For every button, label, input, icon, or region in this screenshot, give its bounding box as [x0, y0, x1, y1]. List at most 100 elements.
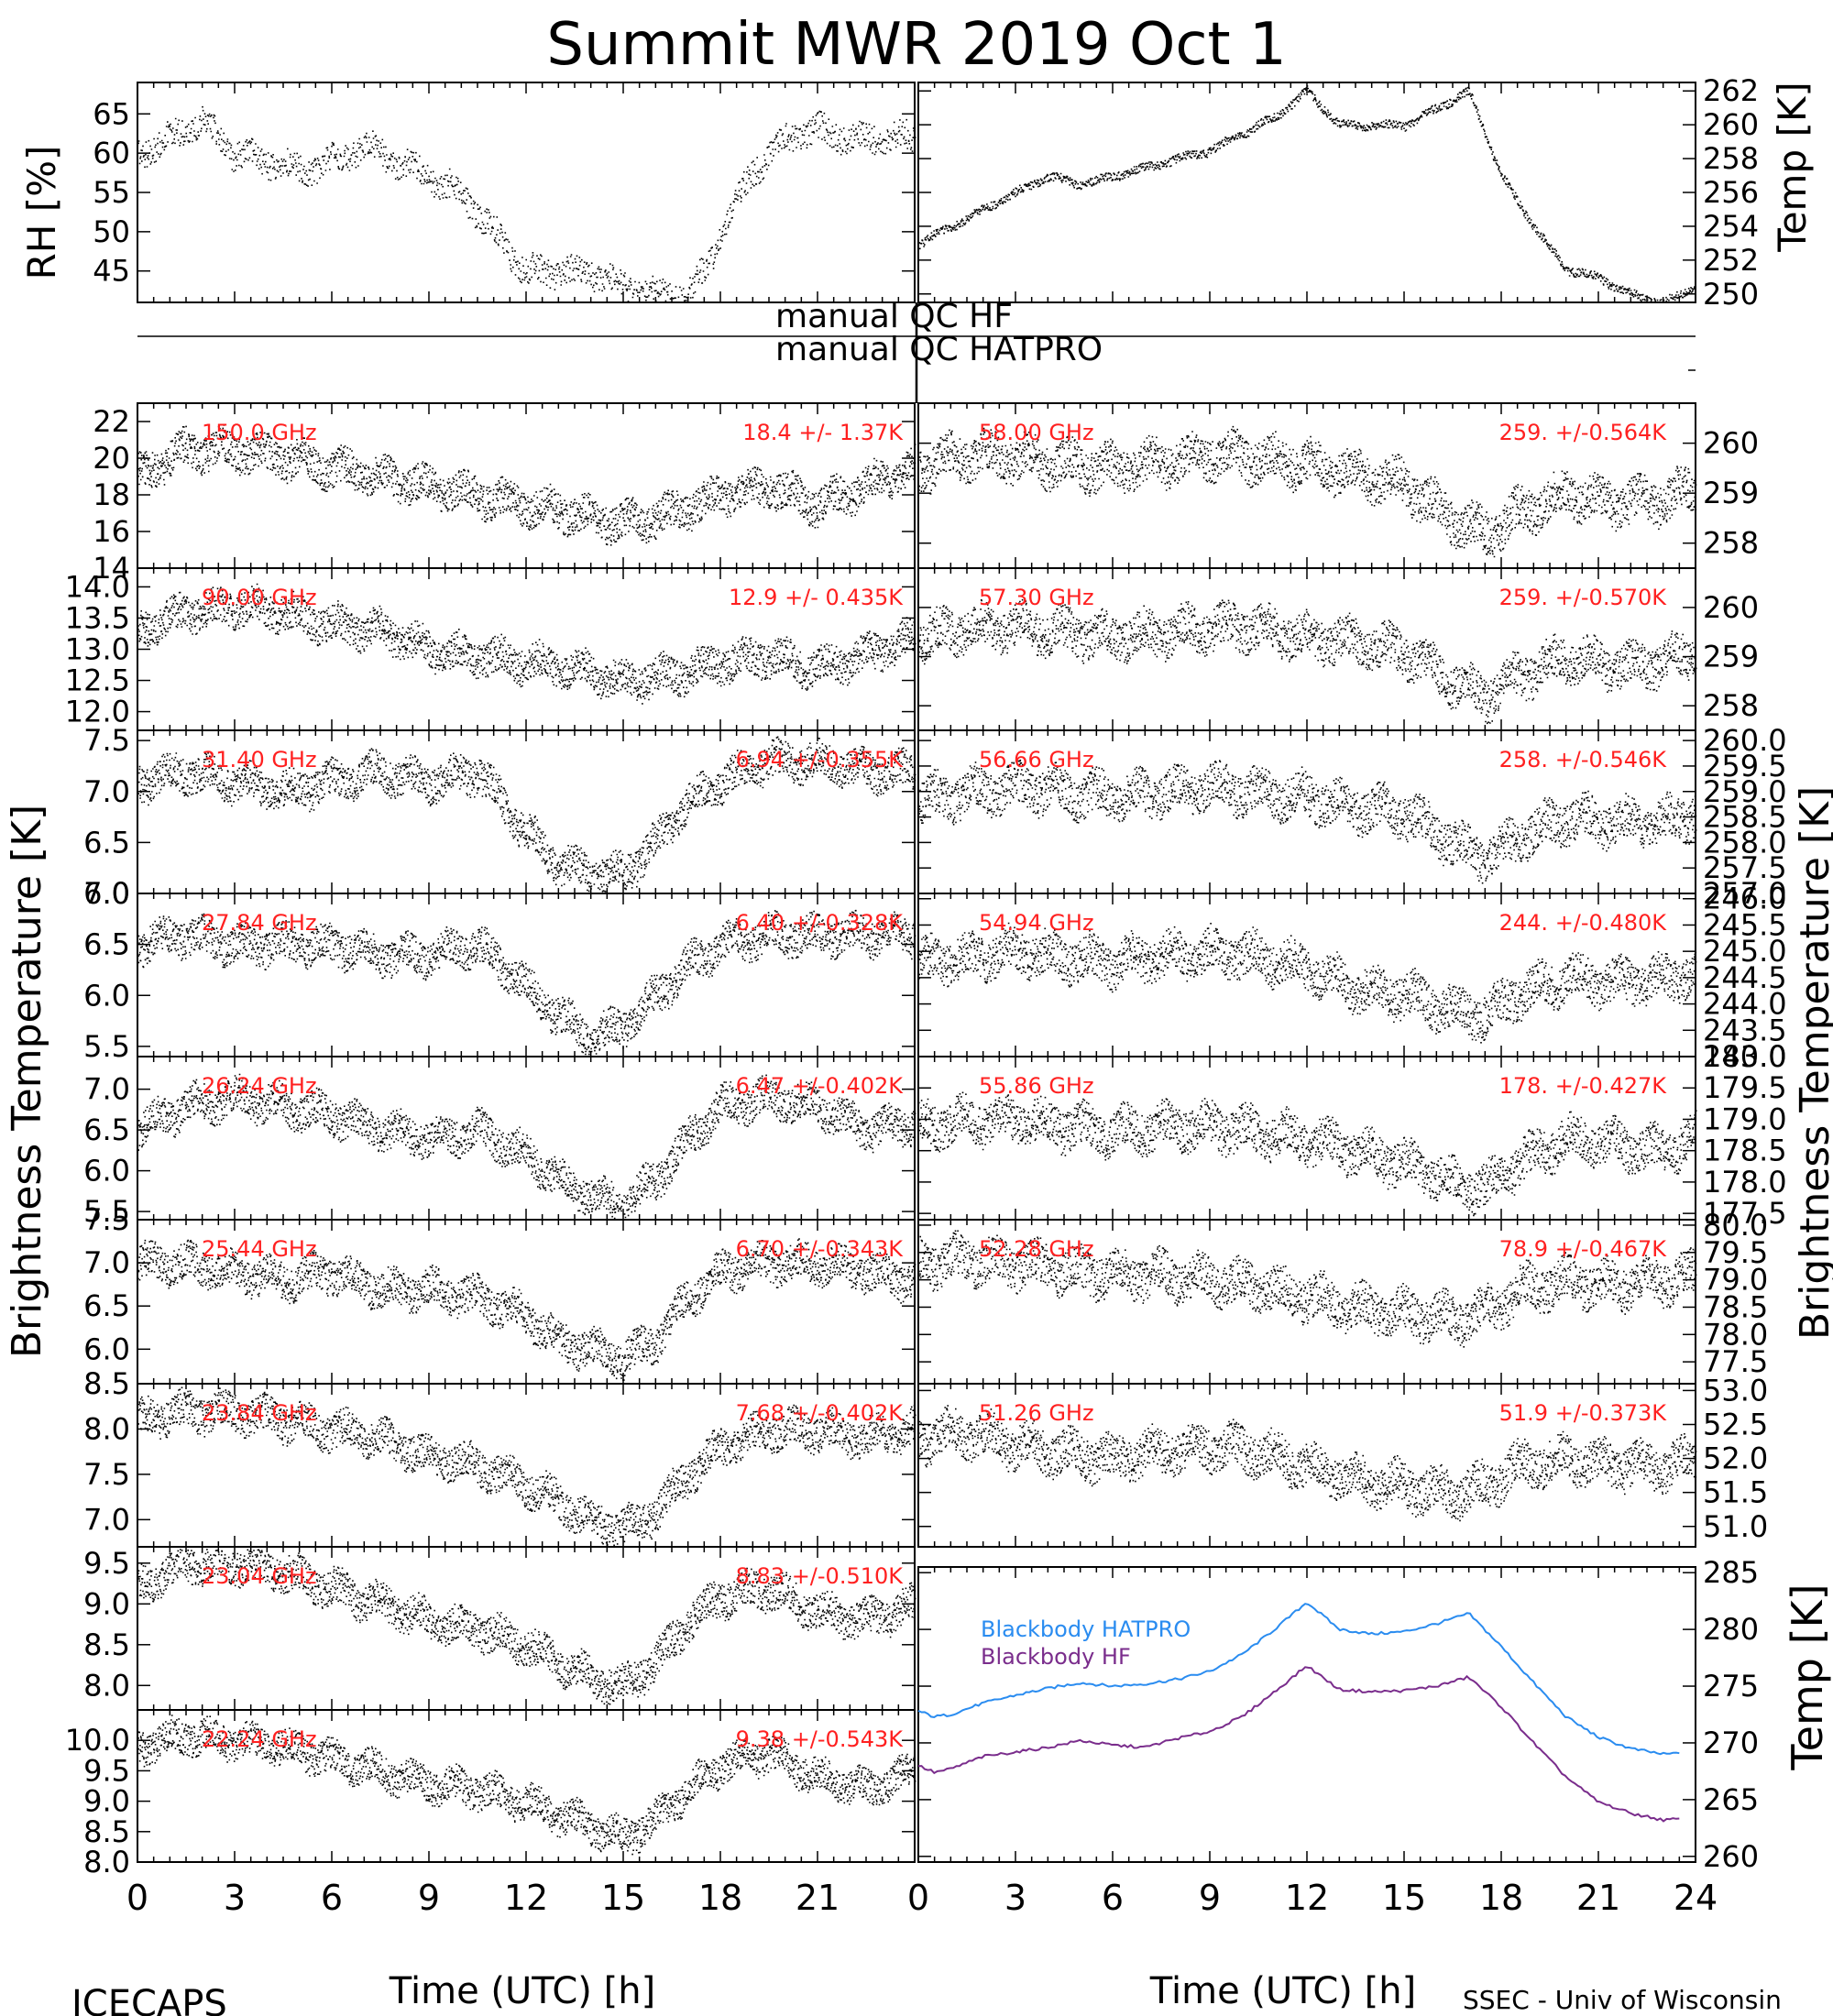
- panel-left-ch-0: [137, 402, 916, 569]
- channel-frequency-label: 51.26 GHz: [979, 1400, 1094, 1426]
- y-tick-label: 6.5: [83, 825, 130, 860]
- channel-points: [918, 1405, 1697, 1522]
- channel-stat-label: 258. +/-0.546K: [1499, 747, 1668, 772]
- panel-temp: [917, 82, 1696, 303]
- y-tick-label: 243.0: [1703, 1039, 1787, 1074]
- panel-blackbody: [917, 1566, 1696, 1863]
- y-tick-label: 258: [1703, 141, 1759, 176]
- y-tick-label: 280: [1703, 1612, 1759, 1647]
- y-tick-label: 5.5: [83, 1194, 130, 1229]
- y-tick-label: 79.0: [1703, 1263, 1768, 1298]
- y-tick-label: 78.5: [1703, 1289, 1768, 1324]
- y-tick-label: 7.0: [83, 1502, 130, 1537]
- y-tick-label: 10.0: [65, 1723, 130, 1758]
- y-tick-label: 6.5: [83, 927, 130, 962]
- panel-left-ch-8: [137, 1709, 916, 1863]
- y-tick-label: 258: [1703, 688, 1759, 723]
- y-tick-label: 9.5: [83, 1753, 130, 1788]
- y-tick-label: 12.0: [65, 695, 130, 729]
- x-tick-label: 6: [321, 1878, 343, 1918]
- y-tick-label: 9.0: [83, 1586, 130, 1621]
- y-tick-label: 52.0: [1703, 1441, 1768, 1476]
- y-tick-label: 22: [93, 404, 130, 439]
- y-tick-label: 45: [93, 254, 130, 289]
- y-tick-label: 8.0: [83, 1845, 130, 1879]
- channel-frequency-label: 90.00 GHz: [202, 585, 317, 610]
- y-tick-label: 5.5: [83, 1029, 130, 1064]
- channel-frequency-label: 26.24 GHz: [202, 1073, 317, 1099]
- y-tick-label: 50: [93, 214, 130, 249]
- panel-frame: [137, 82, 916, 303]
- y-tick-label: 256: [1703, 175, 1759, 210]
- y-tick-label: 6.0: [83, 1331, 130, 1366]
- x-tick-label: 12: [1285, 1878, 1329, 1918]
- x-tick-label: 3: [224, 1878, 246, 1918]
- channel-stat-label: 259. +/-0.570K: [1499, 585, 1668, 610]
- channel-stat-label: 7.68 +/-0.402K: [736, 1400, 905, 1426]
- panel-frame: [917, 1566, 1696, 1863]
- y-tick-label: 245.5: [1703, 907, 1787, 942]
- channel-frequency-label: 27.84 GHz: [202, 910, 317, 936]
- qc-label-hf: manual QC HF: [775, 298, 1013, 335]
- blackbody-series-line: [917, 1603, 1680, 1756]
- y-tick-label: 246.0: [1703, 882, 1787, 916]
- y-axis-title-brightness-right: Brightness Temperature [K]: [1792, 786, 1833, 1340]
- y-tick-label: 52.5: [1703, 1408, 1768, 1442]
- y-axis-title-rh: RH [%]: [19, 146, 64, 280]
- y-tick-label: 7.0: [83, 1245, 130, 1280]
- channel-frequency-label: 23.04 GHz: [202, 1563, 317, 1589]
- y-tick-label: 244.5: [1703, 960, 1787, 995]
- y-tick-label: 6.0: [83, 978, 130, 1013]
- y-tick-label: 260: [1703, 590, 1759, 625]
- y-tick-label: 8.5: [83, 1814, 130, 1849]
- y-tick-label: 12.5: [65, 663, 130, 698]
- y-tick-label: 7.5: [83, 1202, 130, 1237]
- panel-rh: [137, 82, 916, 303]
- channel-frequency-label: 57.30 GHz: [979, 585, 1094, 610]
- channel-points: [918, 922, 1697, 1044]
- channel-frequency-label: 25.44 GHz: [202, 1236, 317, 1262]
- y-tick-label: 79.5: [1703, 1235, 1768, 1270]
- channel-points: [137, 909, 916, 1056]
- channel-stat-label: 259. +/-0.564K: [1499, 420, 1668, 445]
- channel-frequency-label: 22.24 GHz: [202, 1726, 317, 1752]
- x-tick-label: 15: [1382, 1878, 1426, 1918]
- y-axis-title-temp: Temp [K]: [1770, 82, 1815, 253]
- y-tick-label: 260: [1703, 107, 1759, 142]
- y-tick-label: 250: [1703, 277, 1759, 312]
- y-tick-label: 259: [1703, 476, 1759, 510]
- y-tick-label: 51.0: [1703, 1509, 1768, 1544]
- y-tick-label: 177.5: [1703, 1196, 1787, 1231]
- y-tick-label: 6.0: [83, 876, 130, 911]
- y-tick-label: 8.5: [83, 1627, 130, 1662]
- channel-stat-label: 6.94 +/-0.355K: [736, 747, 905, 772]
- y-tick-label: 260: [1703, 1839, 1759, 1874]
- channel-points: [137, 1073, 916, 1220]
- y-tick-label: 180.0: [1703, 1039, 1787, 1074]
- x-tick-label: 0: [907, 1878, 929, 1918]
- y-tick-label: 260.0: [1703, 723, 1787, 758]
- y-tick-label: 13.5: [65, 600, 130, 635]
- y-tick-label: 20: [93, 441, 130, 476]
- channel-stat-label: 6.70 +/-0.343K: [736, 1236, 905, 1262]
- y-tick-label: 80.0: [1703, 1208, 1768, 1243]
- y-tick-label: 7.0: [83, 774, 130, 809]
- y-tick-label: 7.5: [83, 1457, 130, 1492]
- y-tick-label: 6.5: [83, 1112, 130, 1147]
- channel-points: [137, 424, 916, 546]
- temp-points: [918, 85, 1696, 302]
- y-tick-label: 244.0: [1703, 987, 1787, 1022]
- y-tick-label: 245.0: [1703, 934, 1787, 969]
- channel-frequency-label: 58.00 GHz: [979, 420, 1094, 445]
- channel-points: [918, 598, 1697, 725]
- y-tick-label: 178.0: [1703, 1165, 1787, 1200]
- channel-stat-label: 244. +/-0.480K: [1499, 910, 1668, 936]
- y-tick-label: 258.0: [1703, 825, 1787, 860]
- x-axis-title-right: Time (UTC) [h]: [1149, 1970, 1416, 2012]
- y-tick-label: 8.0: [83, 1411, 130, 1446]
- y-axis-title-brightness-left: Brightness Temperature [K]: [4, 805, 50, 1358]
- y-tick-label: 254: [1703, 209, 1759, 244]
- y-tick-label: 55: [93, 175, 130, 210]
- channel-frequency-label: 52.28 GHz: [979, 1236, 1094, 1262]
